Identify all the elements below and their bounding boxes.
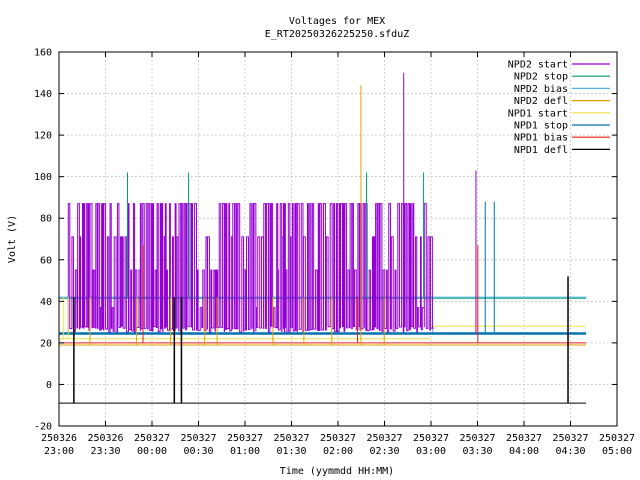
series-npd1-start bbox=[59, 325, 586, 340]
y-tick-label: 140 bbox=[34, 89, 52, 100]
x-tick-date: 250327 bbox=[134, 433, 170, 444]
x-tick-time: 23:30 bbox=[90, 446, 120, 457]
y-tick-label: 100 bbox=[34, 172, 52, 183]
x-tick-date: 250327 bbox=[227, 433, 263, 444]
y-tick-label: 40 bbox=[40, 297, 52, 308]
y-tick-label: 0 bbox=[46, 380, 52, 391]
chart-title: Voltages for MEX bbox=[289, 16, 385, 27]
x-tick-date: 250327 bbox=[599, 433, 635, 444]
x-tick-date: 250327 bbox=[366, 433, 402, 444]
x-tick-date: 250327 bbox=[180, 433, 216, 444]
y-tick-label: 120 bbox=[34, 131, 52, 142]
x-tick-date: 250327 bbox=[459, 433, 495, 444]
legend-label: NPD1 defl bbox=[514, 145, 568, 156]
x-tick-time: 05:00 bbox=[602, 446, 632, 457]
legend-label: NPD1 bias bbox=[514, 133, 568, 144]
y-tick-label: 60 bbox=[40, 255, 52, 266]
y-tick-label: 160 bbox=[34, 48, 52, 59]
series-layer bbox=[59, 72, 586, 404]
y-axis-label: Volt (V) bbox=[7, 215, 18, 263]
x-tick-time: 01:30 bbox=[276, 446, 306, 457]
legend-label: NPD2 stop bbox=[514, 72, 568, 83]
x-tick-time: 03:30 bbox=[462, 446, 492, 457]
legend-label: NPD1 start bbox=[508, 108, 568, 119]
x-tick-time: 23:00 bbox=[44, 446, 74, 457]
x-tick-date: 250327 bbox=[506, 433, 542, 444]
y-tick-label: -20 bbox=[34, 422, 52, 433]
legend-label: NPD2 start bbox=[508, 60, 568, 71]
x-tick-time: 02:00 bbox=[323, 446, 353, 457]
x-tick-date: 250327 bbox=[413, 433, 449, 444]
x-tick-time: 04:00 bbox=[509, 446, 539, 457]
x-tick-time: 03:00 bbox=[416, 446, 446, 457]
x-tick-date: 250326 bbox=[87, 433, 123, 444]
x-tick-time: 02:30 bbox=[369, 446, 399, 457]
axis-ticks: -20 0 20 40 60 80 100 120 140 160 250326 23:00 25032… bbox=[34, 48, 635, 458]
x-axis-label: Time (yymmdd HH:MM) bbox=[280, 466, 394, 477]
legend-label: NPD2 defl bbox=[514, 96, 568, 107]
x-tick-time: 00:30 bbox=[183, 446, 213, 457]
x-tick-date: 250327 bbox=[552, 433, 588, 444]
y-tick-label: 20 bbox=[40, 338, 52, 349]
y-tick-label: 80 bbox=[40, 214, 52, 225]
x-tick-date: 250327 bbox=[320, 433, 356, 444]
x-tick-date: 250326 bbox=[41, 433, 77, 444]
x-tick-date: 250327 bbox=[273, 433, 309, 444]
series-npd2-start bbox=[67, 203, 434, 333]
chart-subtitle: E_RT20250326225250.sfduZ bbox=[265, 29, 410, 40]
x-tick-time: 04:30 bbox=[555, 446, 585, 457]
x-tick-time: 00:00 bbox=[137, 446, 167, 457]
x-tick-time: 01:00 bbox=[230, 446, 260, 457]
legend-label: NPD2 bias bbox=[514, 84, 568, 95]
legend-label: NPD1 stop bbox=[514, 121, 568, 132]
